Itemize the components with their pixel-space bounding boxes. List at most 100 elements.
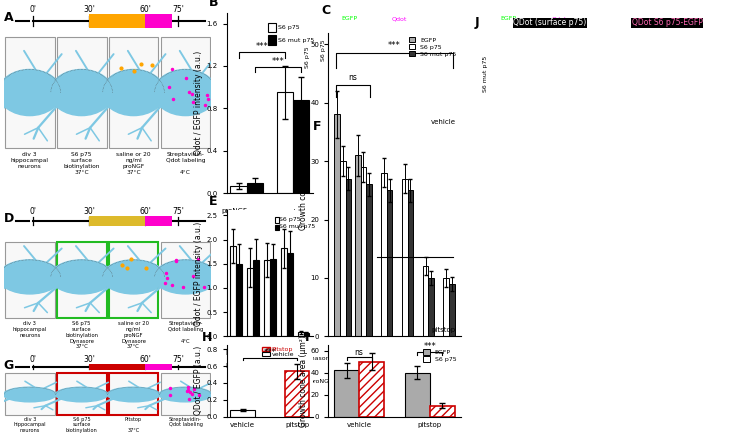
Bar <box>275 217 279 223</box>
Bar <box>262 347 270 352</box>
Text: ***: *** <box>263 348 276 357</box>
Bar <box>408 190 413 336</box>
Text: B: B <box>209 0 219 9</box>
Bar <box>161 242 211 318</box>
Text: I: I <box>305 332 309 345</box>
Bar <box>5 242 54 318</box>
Ellipse shape <box>51 260 113 294</box>
Text: +: + <box>443 356 449 362</box>
Text: +: + <box>284 349 290 358</box>
Text: +: + <box>381 356 387 362</box>
Text: S6 mut p75: S6 mut p75 <box>279 224 316 230</box>
Text: proNGF: proNGF <box>221 208 247 214</box>
Text: -: - <box>269 349 271 358</box>
Bar <box>109 36 159 148</box>
Bar <box>287 253 293 336</box>
Text: S6 p75
surface
biotinylation
Dynasore
37°C: S6 p75 surface biotinylation Dynasore 37… <box>65 321 98 349</box>
Text: 0': 0' <box>29 5 36 14</box>
Bar <box>334 370 359 417</box>
Ellipse shape <box>102 260 165 294</box>
Bar <box>89 216 145 226</box>
Text: -: - <box>341 379 344 385</box>
Text: S6 p75
surface
biotinylation
37°C: S6 p75 surface biotinylation 37°C <box>63 152 100 175</box>
Y-axis label: Growth cone area (μm²): Growth cone area (μm²) <box>299 138 307 230</box>
Bar <box>430 406 455 417</box>
Ellipse shape <box>107 387 160 402</box>
Text: −: − <box>243 208 250 217</box>
Text: ***: *** <box>388 41 401 50</box>
Text: merge: merge <box>599 16 620 22</box>
Legend: EGFP, S6 p75: EGFP, S6 p75 <box>422 348 458 363</box>
Text: -: - <box>235 349 238 358</box>
Text: Dynasore: Dynasore <box>303 356 333 361</box>
Text: -: - <box>341 356 344 362</box>
Bar <box>359 362 384 417</box>
Bar <box>109 373 159 415</box>
Text: pitstop: pitstop <box>431 327 455 333</box>
Text: 30': 30' <box>83 5 95 14</box>
Bar <box>304 333 310 336</box>
Text: Dynasore: Dynasore <box>226 363 257 369</box>
Text: S6 mut p75: S6 mut p75 <box>483 56 488 92</box>
Text: S6 p75: S6 p75 <box>278 25 300 30</box>
Text: 75': 75' <box>172 355 184 364</box>
Ellipse shape <box>55 387 108 402</box>
Text: +: + <box>423 356 429 362</box>
Bar <box>443 278 449 336</box>
Text: E: E <box>209 195 217 208</box>
Text: S6 p75
surface
biotinylation
37°C: S6 p75 surface biotinylation 37°C <box>66 417 97 434</box>
Ellipse shape <box>0 260 61 294</box>
Text: J: J <box>475 16 479 30</box>
Bar <box>236 264 242 336</box>
Text: div 3
hippocampal
neurons: div 3 hippocampal neurons <box>14 417 46 433</box>
Text: QDot S6 p75-EGFP: QDot S6 p75-EGFP <box>632 18 703 27</box>
Bar <box>262 352 270 356</box>
Bar <box>381 173 387 336</box>
Text: proNGF: proNGF <box>309 379 333 384</box>
Text: H: H <box>202 332 213 345</box>
Text: -: - <box>383 379 385 385</box>
Bar <box>297 332 304 336</box>
Text: S6 mut p75: S6 mut p75 <box>278 37 314 43</box>
Text: ***: *** <box>272 57 285 66</box>
Text: ns: ns <box>349 73 358 82</box>
Bar <box>89 364 145 370</box>
Bar <box>145 216 172 226</box>
Ellipse shape <box>102 69 165 115</box>
Bar <box>387 190 393 336</box>
Bar <box>253 260 259 336</box>
Ellipse shape <box>51 69 113 115</box>
Bar <box>109 242 159 318</box>
Bar <box>449 284 455 336</box>
Text: QDot (surface p75): QDot (surface p75) <box>513 18 587 27</box>
Text: 60': 60' <box>139 5 151 14</box>
Bar <box>161 373 211 415</box>
Text: vehicle: vehicle <box>430 118 455 125</box>
Text: Streptavidin-
Qdot labeling

4°C: Streptavidin- Qdot labeling 4°C <box>168 417 202 434</box>
Text: Qdot: Qdot <box>551 16 567 22</box>
Text: A: A <box>4 11 14 24</box>
Bar <box>264 260 270 336</box>
Text: S6 p75: S6 p75 <box>322 39 326 61</box>
Text: G: G <box>4 359 14 372</box>
Ellipse shape <box>0 69 61 115</box>
Bar <box>423 266 428 336</box>
Bar <box>5 373 54 415</box>
Text: ns: ns <box>355 348 364 357</box>
Bar <box>247 183 263 193</box>
Bar <box>267 35 276 45</box>
Text: -: - <box>362 356 365 362</box>
Y-axis label: Qdot / EGFP intensity (a.u.): Qdot / EGFP intensity (a.u.) <box>195 221 203 326</box>
Bar <box>270 259 276 336</box>
Text: -: - <box>302 363 305 372</box>
Text: Streptavidin-
Qdot labeling

4°C: Streptavidin- Qdot labeling 4°C <box>168 321 203 344</box>
Text: S6 p75: S6 p75 <box>279 217 301 222</box>
Text: 60': 60' <box>139 355 151 364</box>
Bar <box>277 92 293 193</box>
Text: -: - <box>302 349 305 358</box>
Text: Pitstop: Pitstop <box>272 347 293 352</box>
Y-axis label: QDot / EGFP (a.u.): QDot / EGFP (a.u.) <box>195 346 203 415</box>
Bar <box>281 248 287 336</box>
Bar <box>161 36 211 148</box>
Ellipse shape <box>4 387 56 402</box>
